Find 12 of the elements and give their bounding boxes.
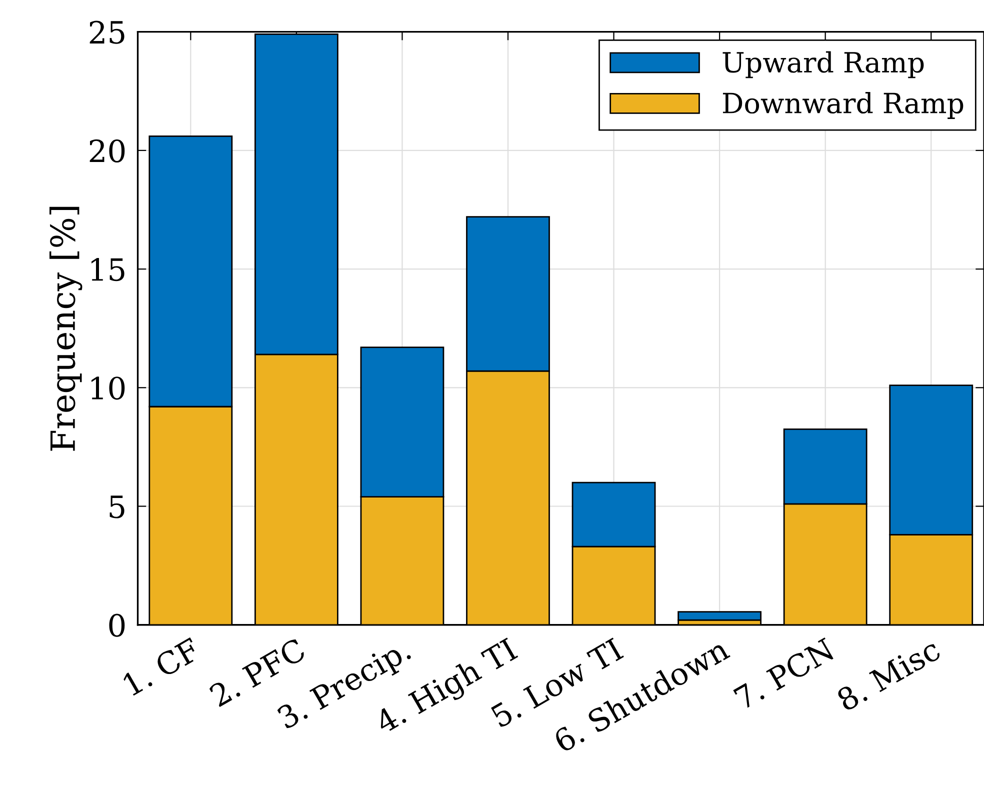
y-tick-label: 20	[90, 139, 125, 162]
x-tick-label: 8. Misc	[836, 637, 942, 712]
y-tick-label: 5	[110, 496, 124, 518]
bar	[678, 611, 762, 621]
y-axis-title: Frequency [%]	[49, 206, 82, 451]
x-tick-label: 1. CF	[122, 637, 202, 696]
legend-label: Upward Ramp	[722, 51, 924, 78]
y-tick-label: 0	[109, 614, 125, 637]
y-tick-label: 15	[91, 258, 124, 282]
y-tick-label: 10	[91, 376, 125, 400]
y-tick-label: 25	[90, 20, 124, 44]
legend-label: Downward Ramp	[722, 92, 964, 119]
